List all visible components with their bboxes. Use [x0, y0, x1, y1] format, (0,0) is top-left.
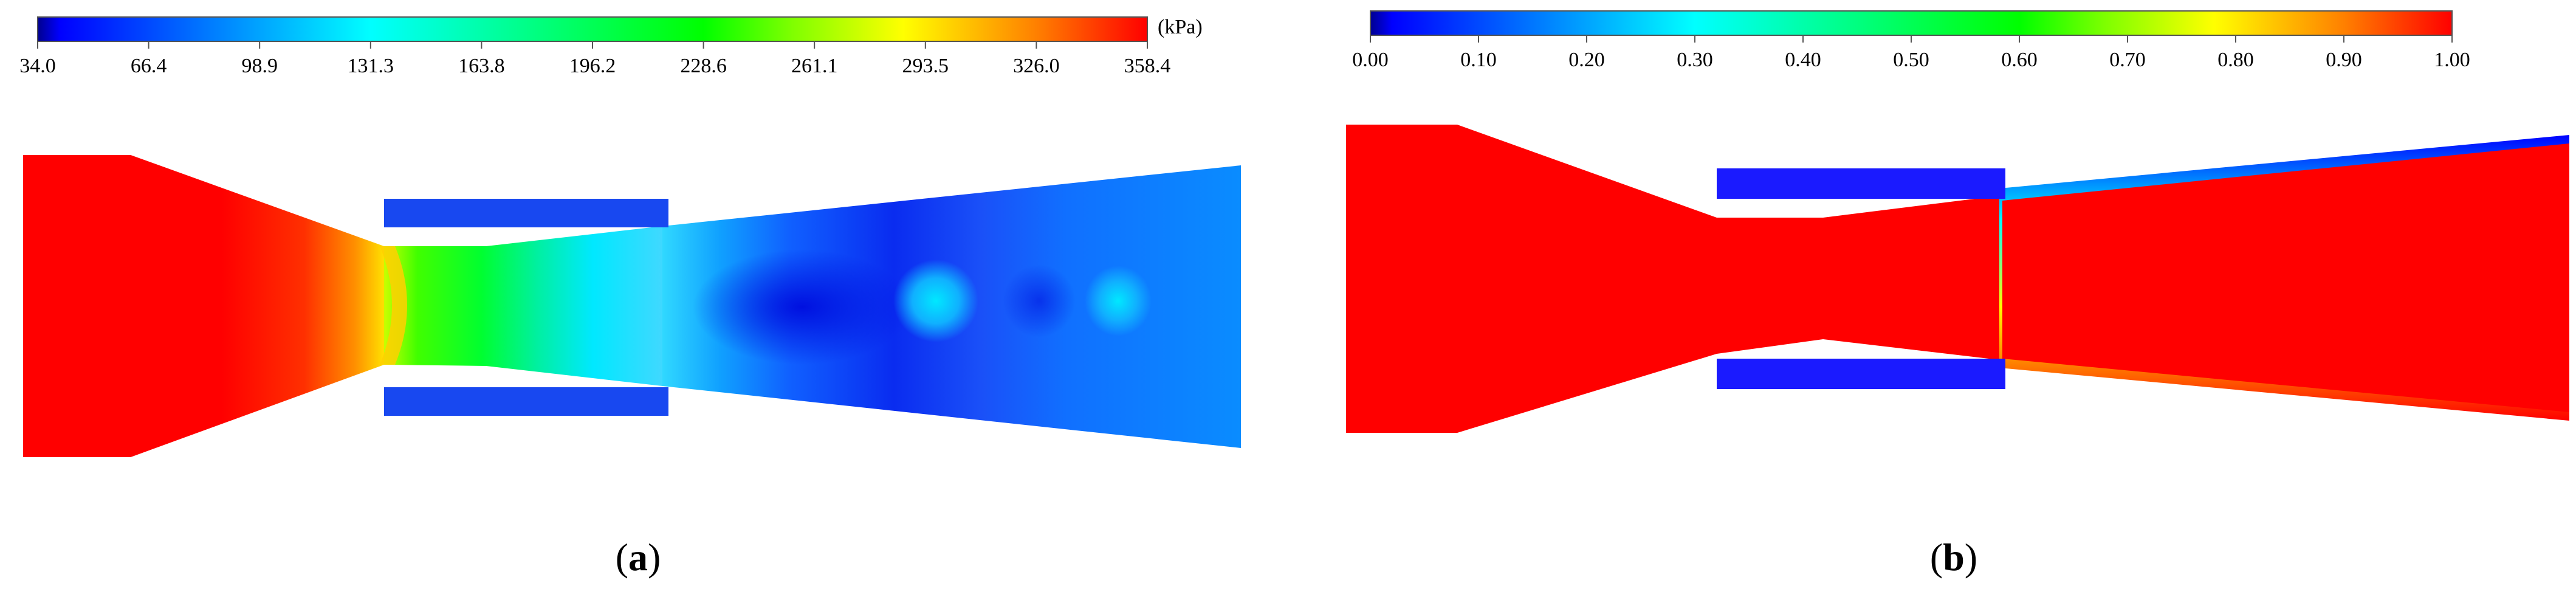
colorbar-a-tick-label: 261.1: [791, 55, 838, 77]
nozzle-b-upper-wall: [1717, 168, 2005, 199]
colorbar-a-tick-label: 98.9: [241, 55, 278, 77]
colorbar-a-unit: (kPa): [1158, 16, 1203, 38]
colorbar-a-tick-label: 196.2: [569, 55, 616, 77]
low-pressure-zone-a1: [693, 249, 912, 365]
colorbar-a-tick-label: 293.5: [902, 55, 949, 77]
colorbar-a-tick-label: 358.4: [1124, 55, 1171, 77]
colorbar-b-tick-label: 0.30: [1677, 49, 1713, 71]
colorbar-a-tick-label: 34.0: [19, 55, 56, 77]
nozzle-a-throat-front: [380, 246, 407, 365]
colorbar-b-tick-label: 0.10: [1460, 49, 1497, 71]
colorbar-b-tick-label: 0.70: [2109, 49, 2146, 71]
colorbar-b-tick-label: 0.60: [2001, 49, 2038, 71]
colorbar-a-tick-label: 66.4: [130, 55, 167, 77]
nozzle-a-lower-wall: [384, 387, 668, 416]
shock-cell-a1: [893, 260, 978, 342]
colorbar-b-tick-label: 0.90: [2326, 49, 2362, 71]
colorbar-a-tick-label: 326.0: [1013, 55, 1060, 77]
colorbar-a: [37, 16, 1148, 42]
colorbar-b-tick-label: 0.50: [1893, 49, 1929, 71]
colorbar-b-tick-label: 0.20: [1568, 49, 1605, 71]
nozzle-a-throat: [384, 226, 662, 386]
nozzle-b-diverging-section: [2002, 143, 2569, 412]
panel-a-caption: (a): [615, 536, 661, 579]
colorbar-a-ticks: [37, 41, 1148, 49]
nozzle-b-lower-wall: [1717, 359, 2005, 389]
nozzle-b-converging-section: [1346, 125, 1717, 433]
panel-b-graphic: [1346, 10, 2569, 433]
colorbar-b-tick-label: 0.40: [1785, 49, 1821, 71]
low-pressure-zone-a2: [1003, 264, 1076, 337]
colorbar-a-tick-label: 131.3: [347, 55, 394, 77]
nozzle-a-converging-section: [23, 155, 384, 457]
colorbar-a-tick-label: 163.8: [458, 55, 505, 77]
colorbar-b-ticks: [1370, 35, 2453, 43]
colorbar-b-tick-label: 0.00: [1352, 49, 1389, 71]
colorbar-b: [1370, 10, 2453, 36]
shock-cell-a2: [1085, 266, 1152, 336]
colorbar-b-tick-label: 0.80: [2217, 49, 2254, 71]
panel-b-volume-fraction-contour: 0.00 0.10 0.20 0.30 0.40 0.50 0.60 0.70 …: [1288, 0, 2576, 600]
nozzle-b-throat: [1717, 196, 1999, 360]
panel-b-caption: (b): [1929, 536, 1978, 579]
colorbar-a-tick-label: 228.6: [680, 55, 727, 77]
panel-a-pressure-contour: 34.0 66.4 98.9 131.3 163.8 196.2 228.6 2…: [19, 16, 1241, 579]
nozzle-a-upper-wall: [384, 199, 668, 227]
colorbar-b-tick-label: 1.00: [2434, 49, 2470, 71]
panel-a-graphic: [23, 16, 1241, 457]
